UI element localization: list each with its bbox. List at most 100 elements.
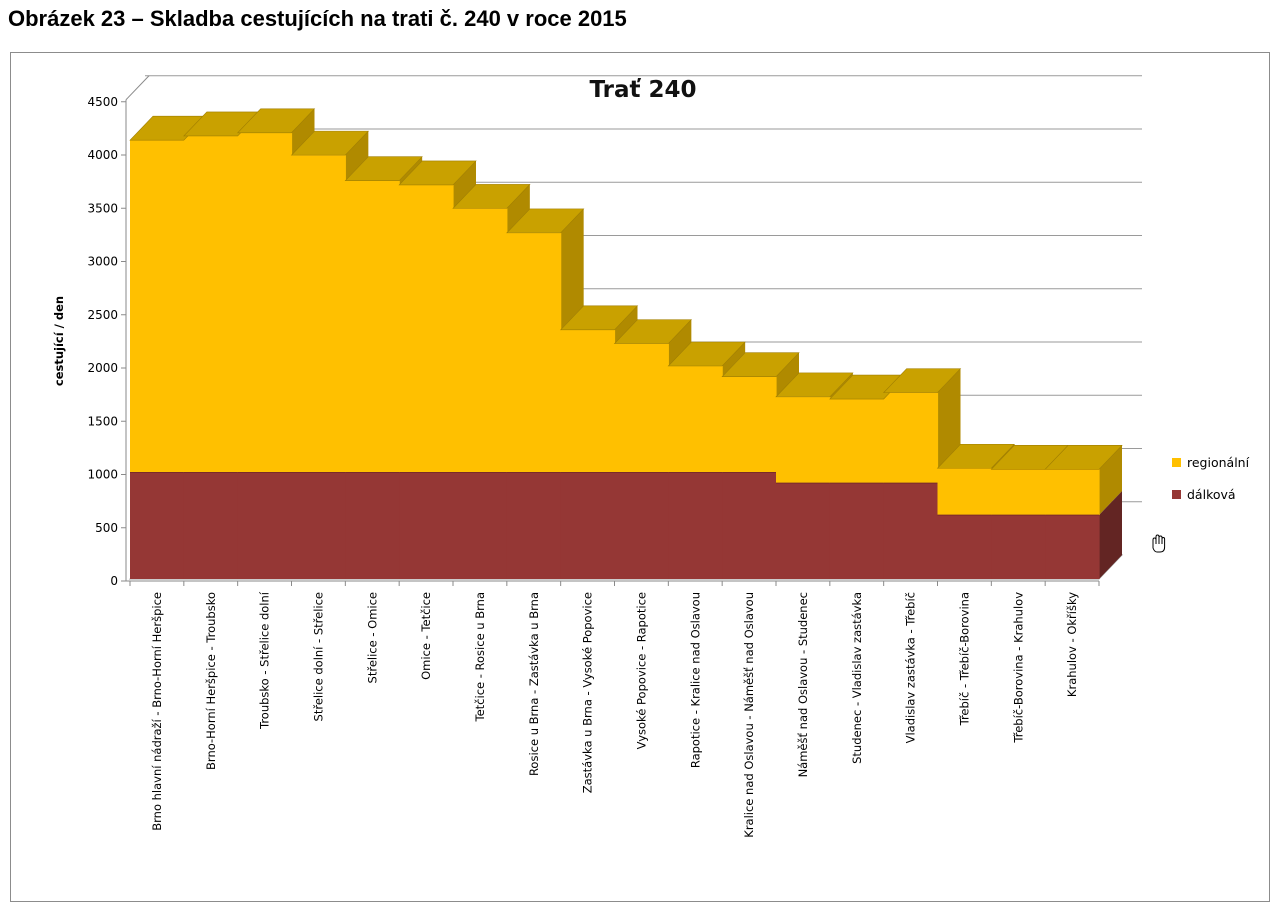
regional-area-segment	[506, 232, 562, 473]
regional-side-face	[668, 319, 692, 366]
hand-cursor-icon	[1152, 534, 1166, 553]
regional-side-face	[399, 156, 423, 185]
regional-area-segment	[130, 140, 185, 473]
regional-area-segment	[1045, 469, 1100, 516]
regional-top-face	[559, 305, 639, 331]
y-tick-label: 0	[110, 574, 118, 588]
regional-side-face	[453, 160, 476, 209]
regional-area-segment	[291, 155, 346, 473]
long-distance-area-segment	[183, 472, 239, 579]
regional-area-segment	[722, 376, 777, 473]
regional-area-segment	[345, 180, 400, 473]
y-tick-label: 3000	[87, 255, 118, 269]
y-tick-label: 4500	[87, 95, 118, 109]
x-category-label: Brno hlavní nádraží - Brno-Horní Heršpic…	[150, 592, 164, 831]
long-distance-area-segment	[399, 472, 454, 579]
regional-top-face	[613, 319, 693, 344]
y-tick-label: 500	[95, 521, 118, 535]
regional-top-face	[290, 130, 370, 156]
chart: 0 500 1000 1500 2000 2500 3000 3500 4000 4500 Brn…	[52, 75, 1250, 838]
regional-side-face	[722, 342, 746, 377]
regional-side-face	[829, 372, 853, 400]
y-axis: 0 500 1000 1500 2000 2500 3000 3500 4000 4500	[87, 75, 1100, 588]
legend-label-long-distance: dálková	[1187, 487, 1236, 502]
regional-side-face	[776, 352, 799, 397]
regional-side-face	[506, 184, 530, 233]
regional-side-face	[560, 208, 584, 330]
regional-area-segment	[991, 469, 1046, 516]
regional-area-segment	[560, 329, 616, 473]
regional-area-segment	[237, 132, 293, 473]
y-axis-label: cestující / den	[52, 296, 66, 386]
long-distance-area-segment	[937, 515, 992, 579]
regional-top-face	[775, 372, 854, 398]
long-distance-area-segment	[130, 472, 185, 579]
regional-top-face	[667, 341, 746, 367]
long-distance-area-segment	[453, 472, 508, 579]
x-category-label: Střelice - Omice	[365, 592, 379, 683]
regional-area-segment	[183, 135, 239, 473]
x-category-label: Tetčice - Rosice u Brna	[473, 592, 487, 722]
regional-top-face	[1044, 445, 1123, 470]
regional-side-face	[614, 305, 638, 344]
regional-area-segment	[829, 399, 885, 484]
regional-side-face	[291, 108, 315, 156]
legend-swatch-long-distance	[1172, 490, 1181, 499]
chart-frame: 0 500 1000 1500 2000 2500 3000 3500 4000 4500 Brn…	[10, 52, 1270, 902]
long-distance-area-segment	[829, 483, 885, 579]
x-category-label: Studenec - Vladislav zastávka	[850, 592, 864, 764]
long-distance-area-segment	[1045, 515, 1100, 579]
long-distance-area-segment	[883, 483, 939, 579]
y-tick-label: 4000	[87, 148, 118, 162]
regional-side-face	[345, 131, 369, 181]
legend-swatch-regional	[1172, 458, 1181, 467]
long-distance-area-segment	[560, 472, 616, 579]
regional-area-segment	[776, 396, 831, 484]
x-category-label: Kralice nad Oslavou - Náměšť nad Oslavou	[742, 592, 756, 838]
x-category-label: Brno-Horní Heršpice - Troubsko	[204, 592, 218, 770]
regional-area-segment	[453, 208, 508, 473]
x-category-label: Vysoké Popovice - Rapotice	[634, 592, 648, 749]
x-category-label: Omice - Tetčice	[419, 592, 433, 680]
long-distance-area-segment	[991, 515, 1046, 579]
plot-area	[129, 108, 1123, 579]
y-tick-label: 1000	[87, 468, 118, 482]
regional-area-segment	[937, 468, 992, 516]
long-distance-area-segment	[722, 472, 777, 579]
x-category-label: Zastávka u Brna - Vysoké Popovice	[581, 592, 595, 793]
y-tick-label: 2500	[87, 308, 118, 322]
x-category-label: Rosice u Brna - Zastávka u Brna	[527, 592, 541, 776]
x-category-label: Troubsko - Střelice dolní	[258, 591, 272, 730]
regional-top-face	[398, 160, 477, 186]
legend-label-regional: regionální	[1187, 455, 1250, 470]
y-tick-label: 1500	[87, 414, 118, 428]
long-distance-area-segment	[668, 472, 723, 579]
regional-top-face	[236, 108, 316, 134]
regional-side-face	[937, 368, 961, 469]
long-distance-area-segment	[776, 483, 831, 579]
x-category-label: Rapotice - Kralice nad Oslavou	[688, 592, 702, 768]
legend: regionální dálková	[1172, 455, 1250, 502]
x-category-label: Krahulov - Okříšky	[1065, 592, 1079, 697]
regional-top-face	[506, 208, 585, 234]
x-category-label: Střelice dolní - Střelice	[311, 592, 325, 721]
regional-area-segment	[614, 343, 669, 473]
regional-top-face	[882, 368, 962, 393]
regional-area-segment	[883, 392, 939, 484]
chart-title: Trať 240	[589, 77, 696, 103]
figure-caption: Obrázek 23 – Skladba cestujících na trat…	[8, 6, 627, 31]
regional-area-segment	[399, 184, 454, 473]
regional-top-face	[721, 352, 800, 377]
x-category-label: Vladislav zastávka - Třebíč	[904, 592, 918, 743]
x-category-label: Třebíč - Třebíč-Borovina	[957, 592, 971, 726]
long-distance-area-segment	[291, 472, 346, 579]
y-tick-label: 2000	[87, 361, 118, 375]
long-distance-area-segment	[345, 472, 400, 579]
long-distance-area-segment	[506, 472, 562, 579]
x-axis-labels: Brno hlavní nádraží - Brno-Horní Heršpic…	[150, 591, 1079, 838]
regional-side-face	[1099, 445, 1122, 516]
y-tick-label: 3500	[87, 201, 118, 215]
regional-area-segment	[668, 366, 723, 473]
long-distance-side-face	[1099, 491, 1122, 579]
regional-top-face	[936, 443, 1016, 469]
